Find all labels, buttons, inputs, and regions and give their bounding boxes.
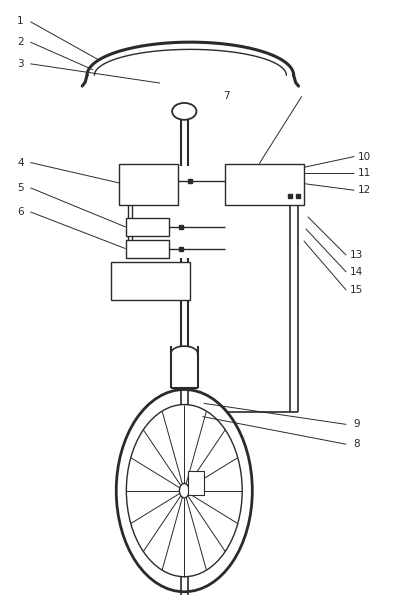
Text: 5: 5 [17, 183, 23, 193]
Text: 4: 4 [17, 158, 23, 167]
Bar [188, 471, 204, 495]
Circle shape [179, 483, 189, 498]
Circle shape [126, 405, 242, 577]
Text: 10: 10 [358, 152, 371, 161]
Ellipse shape [172, 103, 196, 120]
Circle shape [116, 389, 252, 592]
Text: 8: 8 [353, 439, 360, 449]
Text: 1: 1 [17, 16, 23, 26]
Text: 13: 13 [350, 250, 363, 260]
Bar [119, 164, 178, 205]
Text: 15: 15 [350, 285, 363, 295]
Text: 2: 2 [17, 37, 23, 47]
Text: 11: 11 [358, 169, 371, 178]
Text: 6: 6 [17, 207, 23, 217]
Text: 7: 7 [224, 92, 230, 101]
Text: 14: 14 [350, 267, 363, 277]
Bar [126, 218, 169, 236]
Bar [111, 262, 190, 300]
Text: 3: 3 [17, 60, 23, 69]
Text: 9: 9 [353, 420, 360, 429]
Text: 12: 12 [358, 185, 371, 195]
Bar [126, 240, 169, 258]
Bar [225, 164, 304, 205]
